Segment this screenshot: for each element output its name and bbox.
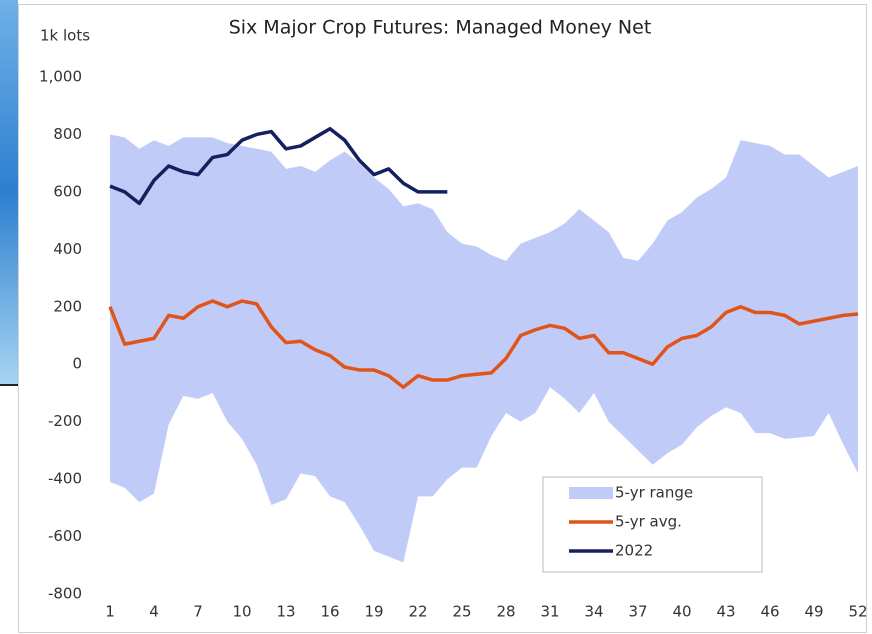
legend-label: 5-yr range <box>615 484 693 502</box>
y-tick-label: 600 <box>53 182 82 200</box>
y-tick-label: 200 <box>53 297 82 315</box>
x-tick-label: 43 <box>716 603 735 621</box>
x-tick-label: 7 <box>193 603 203 621</box>
chart-title: Six Major Crop Futures: Managed Money Ne… <box>229 17 652 39</box>
y-tick-label: -800 <box>48 585 82 603</box>
x-tick-label: 22 <box>408 603 427 621</box>
y-tick-label: 800 <box>53 125 82 143</box>
x-tick-label: 1 <box>105 603 115 621</box>
x-tick-label: 49 <box>804 603 823 621</box>
x-tick-label: 34 <box>584 603 603 621</box>
x-tick-label: 31 <box>540 603 559 621</box>
range-band <box>110 134 858 563</box>
legend-label: 2022 <box>615 542 653 560</box>
legend-label: 5-yr avg. <box>615 513 682 531</box>
legend-swatch <box>569 487 613 499</box>
y-tick-label: 0 <box>72 355 82 373</box>
x-tick-label: 46 <box>760 603 779 621</box>
x-tick-label: 40 <box>672 603 691 621</box>
x-tick-label: 13 <box>276 603 295 621</box>
x-tick-label: 10 <box>232 603 251 621</box>
x-tick-label: 37 <box>628 603 647 621</box>
x-tick-label: 4 <box>149 603 159 621</box>
y-axis-label: 1k lots <box>40 27 90 45</box>
y-tick-label: 1,000 <box>39 68 82 86</box>
series-line <box>109 126 448 206</box>
y-tick-label: 400 <box>53 240 82 258</box>
y-tick-label: -200 <box>48 412 82 430</box>
y-tick-label: -400 <box>48 470 82 488</box>
x-tick-label: 28 <box>496 603 515 621</box>
x-tick-label: 16 <box>320 603 339 621</box>
x-tick-label: 25 <box>452 603 471 621</box>
x-tick-label: 52 <box>848 603 867 621</box>
y-tick-label: -600 <box>48 527 82 545</box>
x-tick-label: 19 <box>364 603 383 621</box>
series-line <box>108 299 859 389</box>
background-image <box>0 0 18 385</box>
